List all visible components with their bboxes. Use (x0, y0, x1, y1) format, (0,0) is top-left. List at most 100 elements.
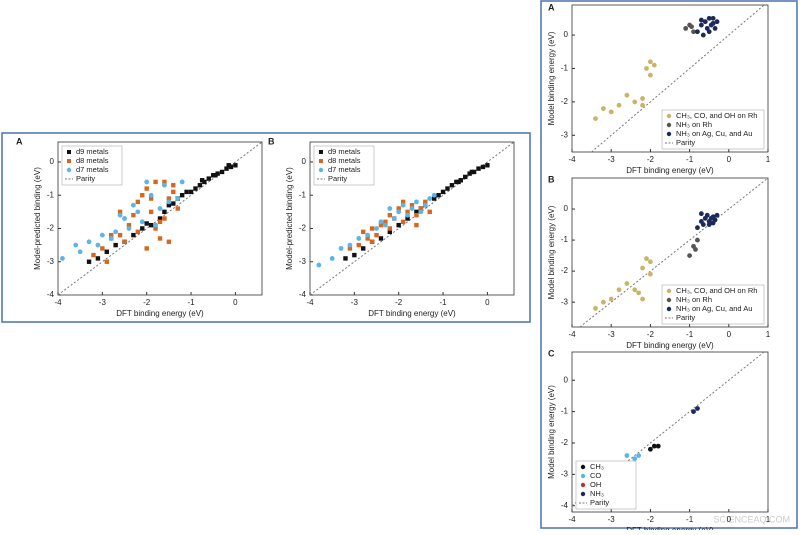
marker (691, 29, 696, 35)
marker (648, 446, 653, 452)
parity-line (579, 177, 769, 328)
marker (108, 236, 114, 241)
marker (624, 281, 630, 286)
marker (640, 265, 645, 271)
marker (228, 164, 234, 170)
legend-marker (580, 491, 586, 497)
marker (636, 453, 642, 458)
panel-label: A (548, 2, 555, 12)
x-tick-label: -2 (143, 298, 151, 307)
marker (140, 226, 145, 231)
marker (471, 169, 477, 175)
marker (414, 212, 419, 218)
x-tick-label: -2 (647, 155, 655, 164)
marker (91, 252, 96, 258)
marker (706, 222, 712, 227)
marker (135, 229, 141, 235)
legend-label: Parity (328, 174, 347, 183)
x-tick-label: 0 (727, 515, 732, 524)
marker (135, 199, 141, 205)
legend-label: d9 metals (76, 147, 109, 156)
marker (329, 256, 335, 261)
marker (706, 15, 712, 21)
marker (600, 299, 606, 305)
marker (135, 209, 141, 215)
marker (157, 216, 163, 221)
marker (632, 99, 638, 105)
marker (648, 59, 653, 65)
marker (206, 176, 211, 181)
y-axis-label: Model-predicted binding (eV) (33, 167, 42, 270)
y-tick-label: -1 (561, 407, 569, 416)
marker (414, 222, 419, 228)
marker (616, 287, 622, 293)
x-tick-label: -1 (686, 155, 694, 164)
marker (130, 202, 136, 208)
y-tick-label: -4 (299, 290, 307, 299)
marker (600, 106, 606, 111)
y-axis-label: Model-predicted binding (eV) (285, 167, 294, 270)
marker (469, 169, 475, 175)
marker (153, 226, 158, 231)
watermark: SCIENCEAQ.COM (713, 514, 790, 524)
marker (644, 66, 649, 71)
marker (632, 287, 638, 293)
marker (104, 259, 109, 264)
marker (215, 171, 220, 176)
marker (458, 178, 463, 183)
marker (179, 193, 185, 198)
x-tick-label: -1 (686, 330, 694, 339)
legend-box (661, 109, 765, 150)
marker (175, 206, 180, 211)
marker (689, 24, 694, 30)
marker (400, 219, 406, 225)
x-axis-label: DFT binding energy (eV) (368, 309, 456, 318)
y-tick-label: -4 (47, 290, 55, 299)
y-tick-label: -3 (561, 130, 569, 139)
marker (179, 179, 185, 185)
marker (166, 196, 172, 201)
marker (710, 220, 716, 226)
y-tick-label: -2 (561, 438, 569, 447)
legend-marker (318, 167, 324, 173)
marker (113, 242, 118, 248)
legend-marker (67, 150, 71, 154)
y-tick-label: -3 (561, 469, 569, 478)
legend-label: d8 metals (328, 156, 361, 165)
marker (695, 29, 700, 35)
marker (706, 29, 712, 35)
marker (431, 196, 437, 201)
marker (704, 212, 710, 218)
legend-label: NH₃ on Rh (676, 120, 712, 129)
marker (233, 163, 238, 168)
legend-label: NH₃ on Ag, Cu, and Au (676, 129, 752, 138)
x-tick-label: -1 (439, 298, 447, 307)
x-tick-label: -2 (647, 515, 655, 524)
marker (117, 209, 123, 215)
marker (175, 196, 181, 201)
marker (593, 116, 598, 121)
marker (431, 192, 437, 198)
marker (202, 179, 207, 185)
y-tick-label: -3 (47, 257, 55, 266)
marker (624, 453, 630, 458)
marker (423, 199, 428, 205)
legend-marker (66, 167, 72, 173)
marker (193, 186, 198, 191)
right-frame (540, 0, 798, 529)
y-axis-label: Model binding energy (eV) (547, 205, 556, 299)
y-tick-label: 0 (302, 157, 307, 166)
y-tick-label: -1 (561, 64, 569, 73)
marker (126, 222, 132, 228)
legend-label: Parity (76, 174, 95, 183)
x-tick-label: 0 (485, 298, 490, 307)
y-tick-label: -2 (561, 266, 569, 275)
legend-label: CO (590, 471, 601, 480)
marker (60, 256, 65, 261)
marker (383, 219, 388, 225)
x-tick-label: -2 (395, 298, 403, 307)
marker (148, 192, 154, 198)
marker (485, 163, 490, 168)
marker (166, 202, 172, 208)
x-axis-label: DFT binding energy (eV) (116, 309, 204, 318)
